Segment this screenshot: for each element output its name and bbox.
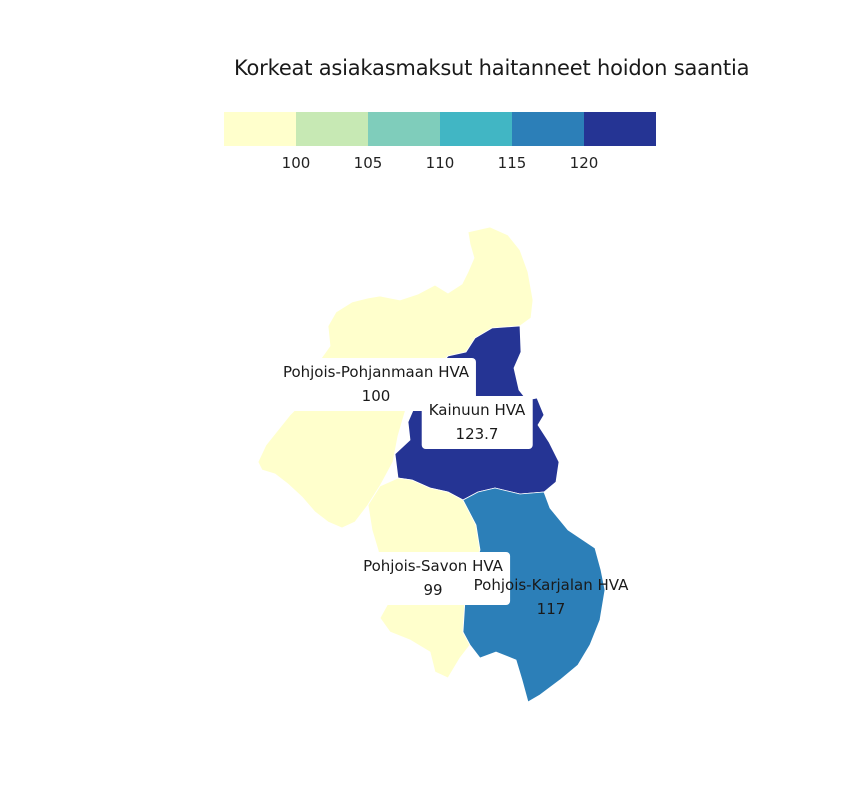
region-name: Kainuun HVA [428,401,526,419]
legend-bin-4 [440,112,512,146]
region-value: 99 [423,581,443,599]
region-name: Pohjois-Pohjanmaan HVA [282,363,470,381]
legend-bin-2 [296,112,368,146]
legend-bin-5 [512,112,584,146]
region-name: Pohjois-Savon HVA [363,557,503,575]
region-value: 100 [361,387,391,405]
legend-bin-3 [368,112,440,146]
legend-tick: 120 [569,154,599,172]
region-name: Pohjois-Karjalan HVA [473,576,629,594]
legend-tick: 105 [353,154,383,172]
region-value: 123.7 [455,425,499,443]
legend-tick: 110 [425,154,455,172]
legend-tick: 100 [281,154,311,172]
region-label-pohjois-pohjanmaa: Pohjois-Pohjanmaan HVA 100 [275,358,477,411]
region-pohjois-karjala[interactable] [462,487,606,703]
color-legend [224,112,656,146]
region-value: 117 [536,600,566,618]
map-title: Korkeat asiakasmaksut haitanneet hoidon … [234,56,750,80]
legend-tick: 115 [497,154,527,172]
legend-bin-1 [224,112,296,146]
region-label-pohjois-savo: Pohjois-Savon HVA 99 [356,552,510,605]
region-label-kainuu: Kainuun HVA 123.7 [421,396,533,449]
legend-ticks: 100 105 110 115 120 [224,154,656,174]
region-label-pohjois-karjala: Pohjois-Karjalan HVA 117 [467,571,636,624]
legend-bin-6 [584,112,656,146]
